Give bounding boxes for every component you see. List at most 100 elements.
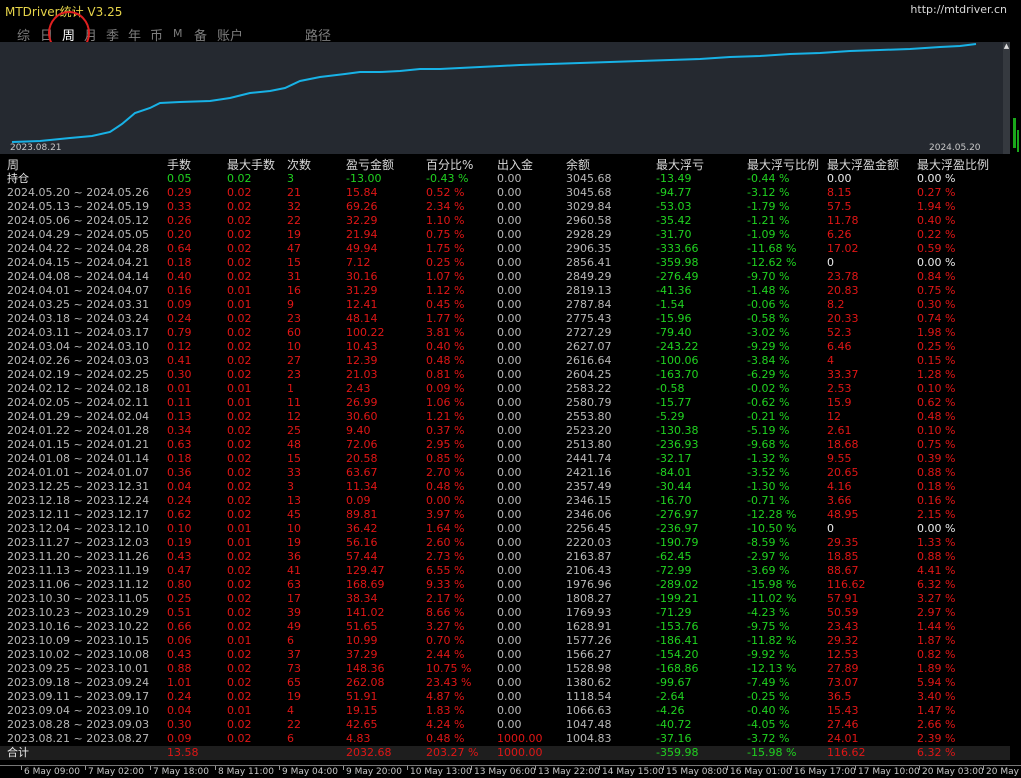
cell-percent: 3.27 %: [426, 620, 465, 633]
cell-percent: 2.60 %: [426, 536, 465, 549]
table-row: 2024.02.05 ~ 2024.02.11 0.11 0.01 11 26.99 1.…: [0, 396, 1010, 410]
table-row: 2024.05.06 ~ 2024.05.12 0.26 0.02 22 32.29 1.…: [0, 214, 1010, 228]
scroll-up-arrow-icon[interactable]: ▲: [1003, 42, 1010, 50]
cell-max-float-loss: -130.38: [656, 424, 699, 437]
cell-max-float-loss-ratio: -12.13 %: [747, 662, 797, 675]
tab-summary[interactable]: 综: [17, 29, 31, 44]
cell-count: 19: [287, 228, 301, 241]
header-max-float-profit: 最大浮盈金额: [827, 158, 900, 172]
cell-balance: 1628.91: [566, 620, 612, 633]
cell-deposit: 0.00: [497, 452, 522, 465]
cell-lots: 0.18: [167, 452, 192, 465]
cell-profit: 21.94: [346, 228, 378, 241]
cell-profit: 57.44: [346, 550, 378, 563]
tab-month[interactable]: 月: [84, 29, 98, 44]
cell-count: 73: [287, 662, 301, 675]
cell-max-float-profit: 12: [827, 410, 841, 423]
cell-count: 63: [287, 578, 301, 591]
cell-max-lots: 0.02: [227, 368, 252, 381]
cell-deposit: 0.00: [497, 508, 522, 521]
cell-max-float-loss: -276.97: [656, 508, 699, 521]
cell-max-float-loss-ratio: -5.19 %: [747, 424, 790, 437]
cell-max-lots: 0.01: [227, 704, 252, 717]
cell-deposit: 0.00: [497, 536, 522, 549]
tab-quarter[interactable]: 季: [106, 29, 120, 44]
cell-profit: 42.65: [346, 718, 378, 731]
cell-max-float-profit: 0: [827, 256, 834, 269]
cell-max-float-profit: 18.85: [827, 550, 859, 563]
cell-profit: 168.69: [346, 578, 385, 591]
cell-deposit: 0.00: [497, 382, 522, 395]
tab-path[interactable]: 路径: [305, 29, 332, 44]
cell-max-float-loss: -4.26: [656, 704, 685, 717]
cell-percent: 2.34 %: [426, 200, 465, 213]
cell-lots: 0.64: [167, 242, 192, 255]
cell-deposit: 0.00: [497, 172, 522, 185]
cell-profit: 7.12: [346, 256, 371, 269]
cell-balance: 1118.54: [566, 690, 612, 703]
cell-percent: 9.33 %: [426, 578, 465, 591]
tab-year[interactable]: 年: [128, 29, 142, 44]
time-axis-tick: 20 May: [983, 766, 1019, 777]
tab-currency[interactable]: 币: [150, 29, 164, 44]
cell-lots: 0.88: [167, 662, 192, 675]
cell-max-float-loss: -186.41: [656, 634, 699, 647]
cell-max-lots: 0.02: [227, 718, 252, 731]
chart-scrollbar[interactable]: ▲: [1003, 42, 1010, 154]
cell-balance: 1976.96: [566, 578, 612, 591]
cell-max-float-loss-ratio: -2.97 %: [747, 550, 790, 563]
tab-m[interactable]: M: [173, 27, 183, 40]
cell-profit: 141.02: [346, 606, 385, 619]
cell-max-float-loss: -154.20: [656, 648, 699, 661]
cell-max-float-profit: 29.32: [827, 634, 859, 647]
table-row: 2024.01.22 ~ 2024.01.28 0.34 0.02 25 9.40 0.3…: [0, 424, 1010, 438]
title-bar: MTDriver统计 V3.25 http://mtdriver.cn: [0, 0, 1010, 20]
total-label: 合计: [7, 746, 29, 759]
cell-max-float-profit: 23.43: [827, 620, 859, 633]
cell-max-float-loss: -37.16: [656, 732, 692, 745]
cell-max-lots: 0.02: [227, 228, 252, 241]
cell-balance: 2523.20: [566, 424, 612, 437]
website-link[interactable]: http://mtdriver.cn: [910, 3, 1007, 16]
cell-deposit: 0.00: [497, 704, 522, 717]
cell-balance: 1066.63: [566, 704, 612, 717]
cell-max-float-loss: -84.01: [656, 466, 692, 479]
cell-percent: 0.37 %: [426, 424, 465, 437]
cell-max-lots: 0.02: [227, 270, 252, 283]
cell-profit: 21.03: [346, 368, 378, 381]
cell-deposit: 0.00: [497, 326, 522, 339]
cell-week: 2024.03.18 ~ 2024.03.24: [7, 312, 150, 325]
cell-max-float-profit: 15.9: [827, 396, 852, 409]
cell-max-lots: 0.02: [227, 648, 252, 661]
time-axis-tick: 6 May 09:00: [21, 766, 80, 777]
cell-count: 15: [287, 256, 301, 269]
cell-max-float-loss: -100.06: [656, 354, 699, 367]
cell-week: 2024.04.22 ~ 2024.04.28: [7, 242, 150, 255]
cell-profit: 37.29: [346, 648, 378, 661]
total-lots: 13.58: [167, 746, 199, 759]
cell-week: 2023.10.09 ~ 2023.10.15: [7, 634, 150, 647]
right-price-scale: [1010, 0, 1021, 777]
cell-percent: 8.66 %: [426, 606, 465, 619]
cell-max-lots: 0.02: [227, 242, 252, 255]
cell-percent: 1.21 %: [426, 410, 465, 423]
cell-max-lots: 0.02: [227, 592, 252, 605]
table-row: 2023.11.06 ~ 2023.11.12 0.80 0.02 63 168.69 9…: [0, 578, 1010, 592]
cell-profit: 38.34: [346, 592, 378, 605]
cell-profit: -13.00: [346, 172, 382, 185]
cell-week: 2023.09.18 ~ 2023.09.24: [7, 676, 150, 689]
cell-percent: 2.70 %: [426, 466, 465, 479]
price-marker-secondary: [1017, 130, 1019, 152]
cell-max-float-loss: -13.49: [656, 172, 692, 185]
tab-notes[interactable]: 备: [194, 29, 208, 44]
cell-balance: 2580.79: [566, 396, 612, 409]
cell-max-float-loss-ratio: -11.82 %: [747, 634, 797, 647]
tab-week[interactable]: 周: [62, 29, 76, 44]
tab-account[interactable]: 账户: [217, 29, 244, 44]
cell-lots: 0.30: [167, 368, 192, 381]
cell-lots: 0.04: [167, 480, 192, 493]
cell-percent: 0.45 %: [426, 298, 465, 311]
cell-percent: 2.73 %: [426, 550, 465, 563]
cell-week: 2023.11.06 ~ 2023.11.12: [7, 578, 150, 591]
cell-max-float-loss: -2.64: [656, 690, 685, 703]
